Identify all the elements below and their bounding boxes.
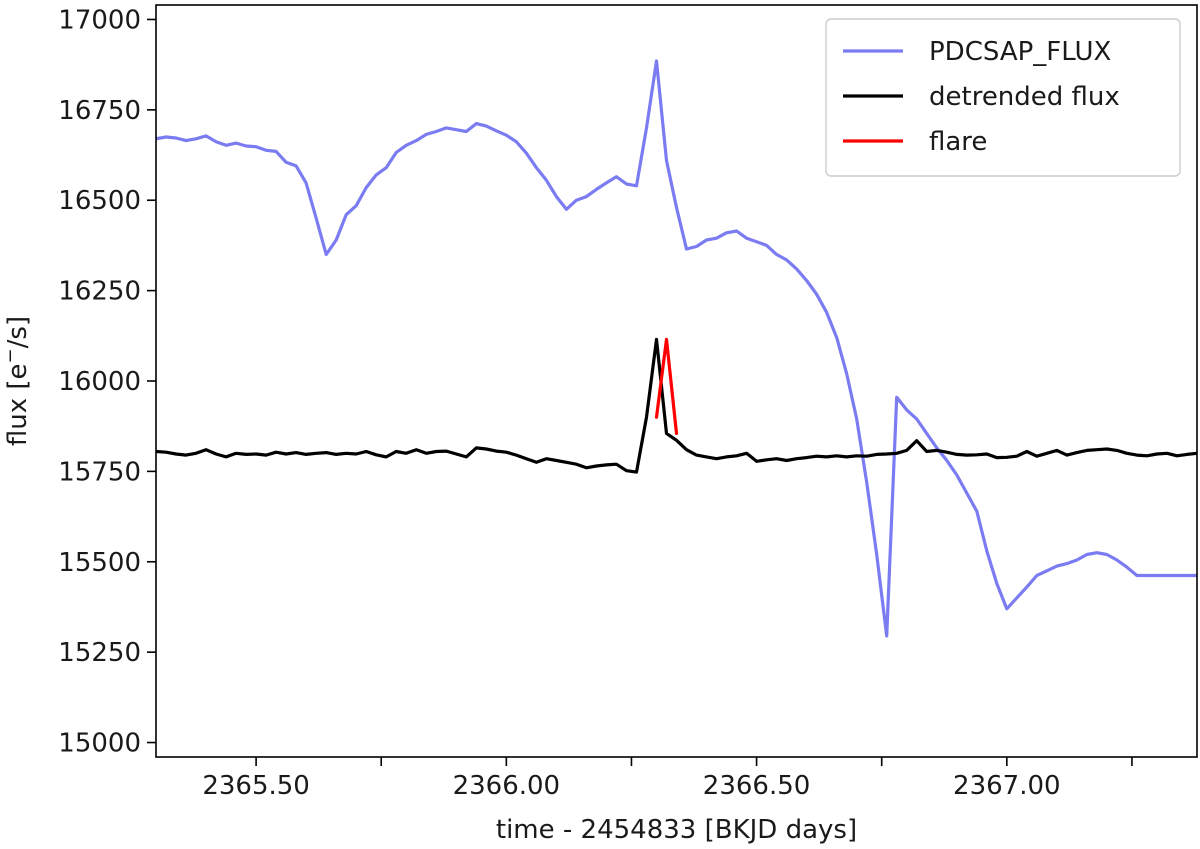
y-tick-label: 16750 <box>58 96 141 126</box>
y-axis-label-main: flux [e <box>3 363 33 446</box>
x-tick-label: 2366.00 <box>453 771 561 801</box>
y-axis: 15000 15250 15500 15750 16000 16250 16500 16750… <box>58 5 156 759</box>
x-tick-label: 2367.00 <box>953 771 1061 801</box>
y-tick-label: 15750 <box>58 457 141 487</box>
y-axis-label: flux [e−/s] <box>0 316 33 446</box>
series-layer <box>156 59 1197 638</box>
y-tick-label: 16250 <box>58 277 141 307</box>
x-axis-label: time - 2454833 [BKJD days] <box>496 815 857 845</box>
legend: PDCSAP_FLUX detrended flux flare <box>825 18 1181 177</box>
y-tick-label: 16500 <box>58 186 141 216</box>
legend-label: PDCSAP_FLUX <box>929 37 1111 67</box>
y-axis-label-sup: − <box>0 348 21 363</box>
legend-items: PDCSAP_FLUX detrended flux flare <box>843 37 1120 157</box>
y-tick-label: 17000 <box>58 5 141 35</box>
legend-label: flare <box>929 127 987 157</box>
x-tick-label: 2365.50 <box>202 771 310 801</box>
y-tick-label: 15250 <box>58 638 141 668</box>
series-line-3 <box>654 337 679 435</box>
legend-label: detrended flux <box>929 82 1120 112</box>
x-tick-label: 2366.50 <box>703 771 811 801</box>
legend-box <box>825 18 1181 177</box>
x-axis: 2365.50 2366.00 2366.50 2367.00 <box>202 757 1133 801</box>
y-tick-label: 15500 <box>58 548 141 578</box>
y-axis-label-tail: /s] <box>3 316 33 348</box>
y-tick-label: 16000 <box>58 367 141 397</box>
series-line-1 <box>156 59 1197 638</box>
series-line-2 <box>156 337 1197 474</box>
y-tick-label: 15000 <box>58 729 141 759</box>
